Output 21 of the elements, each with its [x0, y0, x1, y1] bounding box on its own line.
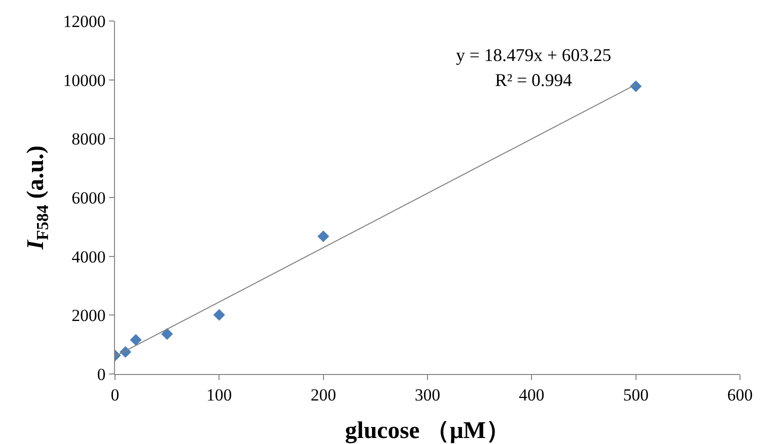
- annotation: y = 18.479x + 603.25: [456, 45, 612, 65]
- y-tick-label: 8000: [72, 130, 106, 149]
- x-tick-label: 0: [110, 385, 120, 404]
- point: [130, 334, 142, 346]
- x-tick-label: 400: [518, 385, 544, 404]
- annotation: R² = 0.994: [495, 70, 572, 90]
- x-axis-title: glucose （μM）: [345, 418, 510, 444]
- x-tick-label: 100: [206, 385, 232, 404]
- y-tick-label: 12000: [63, 12, 106, 31]
- point: [317, 230, 330, 242]
- y-tick-label: 0: [97, 364, 106, 384]
- x-tick-label: 600: [727, 385, 753, 404]
- x-tick-label: 200: [310, 385, 336, 404]
- y-tick-label: 2000: [72, 306, 106, 326]
- y-tick-label: 4000: [72, 247, 106, 266]
- x-tick-label: 500: [623, 385, 649, 404]
- x-tick-label: 300: [414, 385, 440, 404]
- y-tick-label: 10000: [63, 70, 106, 90]
- point: [161, 328, 173, 340]
- point: [213, 309, 226, 321]
- y-tick-label: 6000: [72, 188, 106, 208]
